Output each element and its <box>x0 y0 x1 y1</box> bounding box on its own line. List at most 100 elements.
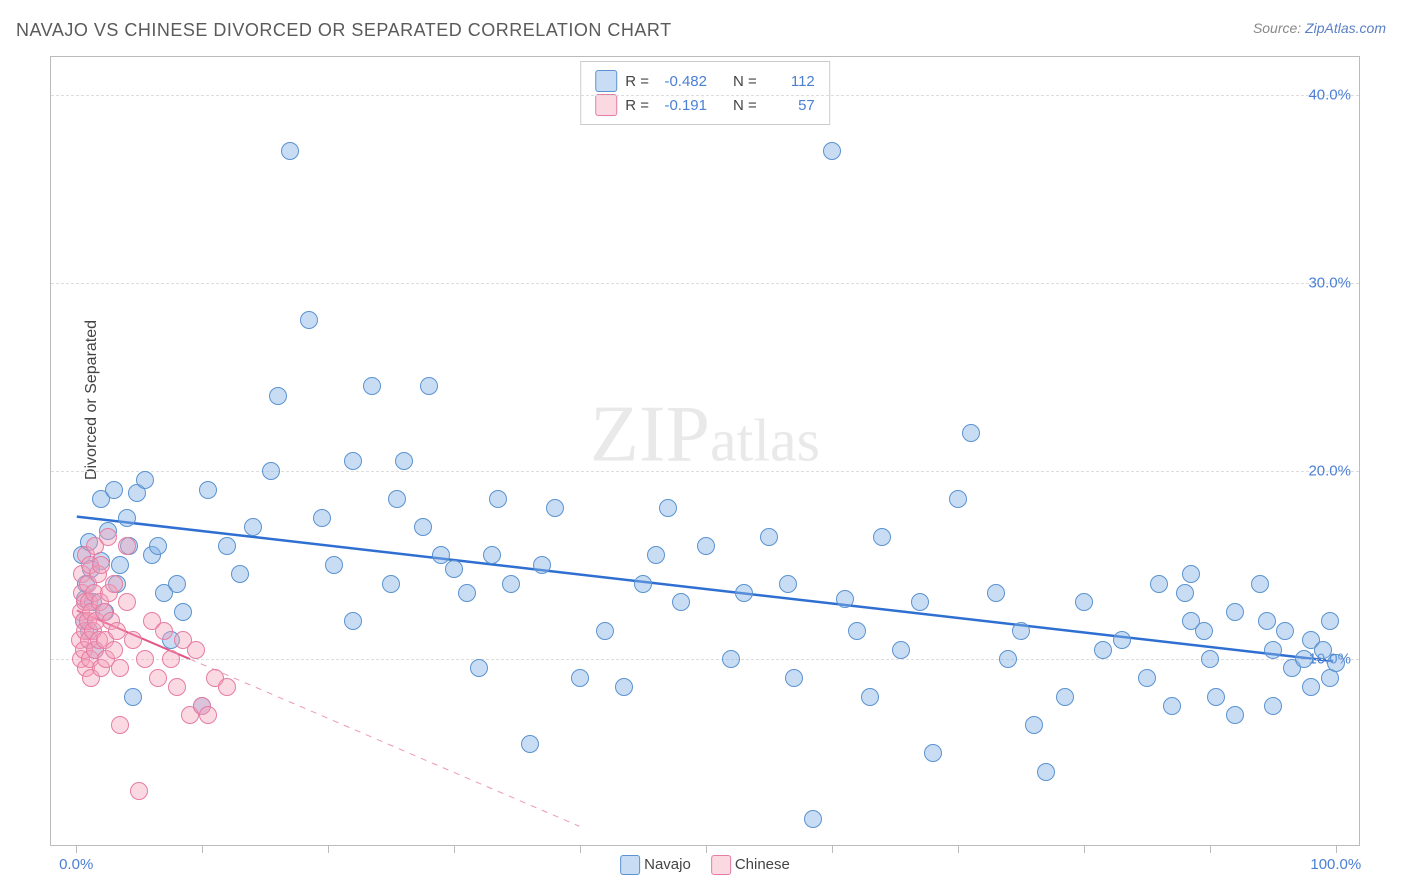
watermark: ZIPatlas <box>590 390 820 481</box>
navajo-point <box>1264 641 1282 659</box>
navajo-swatch-icon <box>595 70 617 92</box>
navajo-point <box>111 556 129 574</box>
navajo-point <box>1201 650 1219 668</box>
navajo-point <box>962 424 980 442</box>
n-value: 57 <box>765 97 815 114</box>
navajo-point <box>546 499 564 517</box>
chinese-point <box>124 631 142 649</box>
navajo-point <box>1138 669 1156 687</box>
y-tick-label: 20.0% <box>1308 462 1351 479</box>
navajo-point <box>735 584 753 602</box>
navajo-point <box>420 377 438 395</box>
x-tick <box>1336 845 1337 853</box>
navajo-point <box>262 462 280 480</box>
watermark-bold: ZIP <box>590 391 710 479</box>
chinese-point <box>218 678 236 696</box>
chinese-point <box>111 716 129 734</box>
navajo-point <box>269 387 287 405</box>
gridline <box>51 95 1359 96</box>
navajo-point <box>911 593 929 611</box>
navajo-point <box>1056 688 1074 706</box>
watermark-rest: atlas <box>710 408 820 474</box>
navajo-point <box>1012 622 1030 640</box>
gridline <box>51 283 1359 284</box>
navajo-point <box>105 481 123 499</box>
source-link[interactable]: ZipAtlas.com <box>1305 20 1386 36</box>
chinese-point <box>130 782 148 800</box>
x-tick <box>328 845 329 853</box>
gridline <box>51 659 1359 660</box>
legend-row-navajo: R = -0.482 N = 112 <box>595 70 815 92</box>
navajo-point <box>388 490 406 508</box>
navajo-point <box>149 537 167 555</box>
x-tick <box>202 845 203 853</box>
source-prefix: Source: <box>1253 20 1305 36</box>
navajo-point <box>533 556 551 574</box>
source-attribution: Source: ZipAtlas.com <box>1253 20 1386 36</box>
navajo-point <box>118 509 136 527</box>
y-tick-label: 30.0% <box>1308 274 1351 291</box>
chinese-point <box>155 622 173 640</box>
navajo-point <box>168 575 186 593</box>
x-tick <box>76 845 77 853</box>
navajo-point <box>382 575 400 593</box>
x-tick <box>958 845 959 853</box>
navajo-point <box>672 593 690 611</box>
navajo-point <box>1327 654 1345 672</box>
x-tick <box>832 845 833 853</box>
n-value: 112 <box>765 73 815 90</box>
navajo-point <box>363 377 381 395</box>
navajo-point <box>1025 716 1043 734</box>
navajo-point <box>785 669 803 687</box>
legend-label: Chinese <box>735 856 790 873</box>
navajo-point <box>987 584 1005 602</box>
navajo-point <box>344 612 362 630</box>
navajo-point <box>596 622 614 640</box>
chinese-point <box>111 659 129 677</box>
navajo-point <box>344 452 362 470</box>
navajo-point <box>571 669 589 687</box>
x-tick <box>454 845 455 853</box>
x-tick <box>1084 845 1085 853</box>
chinese-point <box>105 641 123 659</box>
chinese-point <box>92 556 110 574</box>
chinese-swatch-icon <box>711 855 731 875</box>
navajo-point <box>1302 678 1320 696</box>
navajo-point <box>325 556 343 574</box>
chinese-point <box>162 650 180 668</box>
y-tick-label: 40.0% <box>1308 86 1351 103</box>
gridline <box>51 471 1359 472</box>
legend-item-chinese: Chinese <box>711 855 790 875</box>
r-label: R = <box>625 97 649 114</box>
chinese-point <box>108 622 126 640</box>
navajo-point <box>1251 575 1269 593</box>
navajo-point <box>313 509 331 527</box>
navajo-point <box>1295 650 1313 668</box>
navajo-point <box>779 575 797 593</box>
navajo-point <box>1075 593 1093 611</box>
r-value: -0.191 <box>657 97 707 114</box>
n-label: N = <box>733 73 757 90</box>
chinese-point <box>199 706 217 724</box>
navajo-point <box>634 575 652 593</box>
navajo-point <box>458 584 476 602</box>
navajo-point <box>445 560 463 578</box>
navajo-point <box>218 537 236 555</box>
chinese-point <box>187 641 205 659</box>
navajo-point <box>1264 697 1282 715</box>
n-label: N = <box>733 97 757 114</box>
navajo-point <box>848 622 866 640</box>
navajo-point <box>521 735 539 753</box>
navajo-point <box>470 659 488 677</box>
navajo-point <box>489 490 507 508</box>
navajo-point <box>861 688 879 706</box>
navajo-point <box>174 603 192 621</box>
navajo-point <box>1150 575 1168 593</box>
legend-item-navajo: Navajo <box>620 855 691 875</box>
navajo-swatch-icon <box>620 855 640 875</box>
navajo-point <box>244 518 262 536</box>
x-tick <box>706 845 707 853</box>
r-label: R = <box>625 73 649 90</box>
navajo-point <box>1258 612 1276 630</box>
series-legend: Navajo Chinese <box>620 855 790 875</box>
